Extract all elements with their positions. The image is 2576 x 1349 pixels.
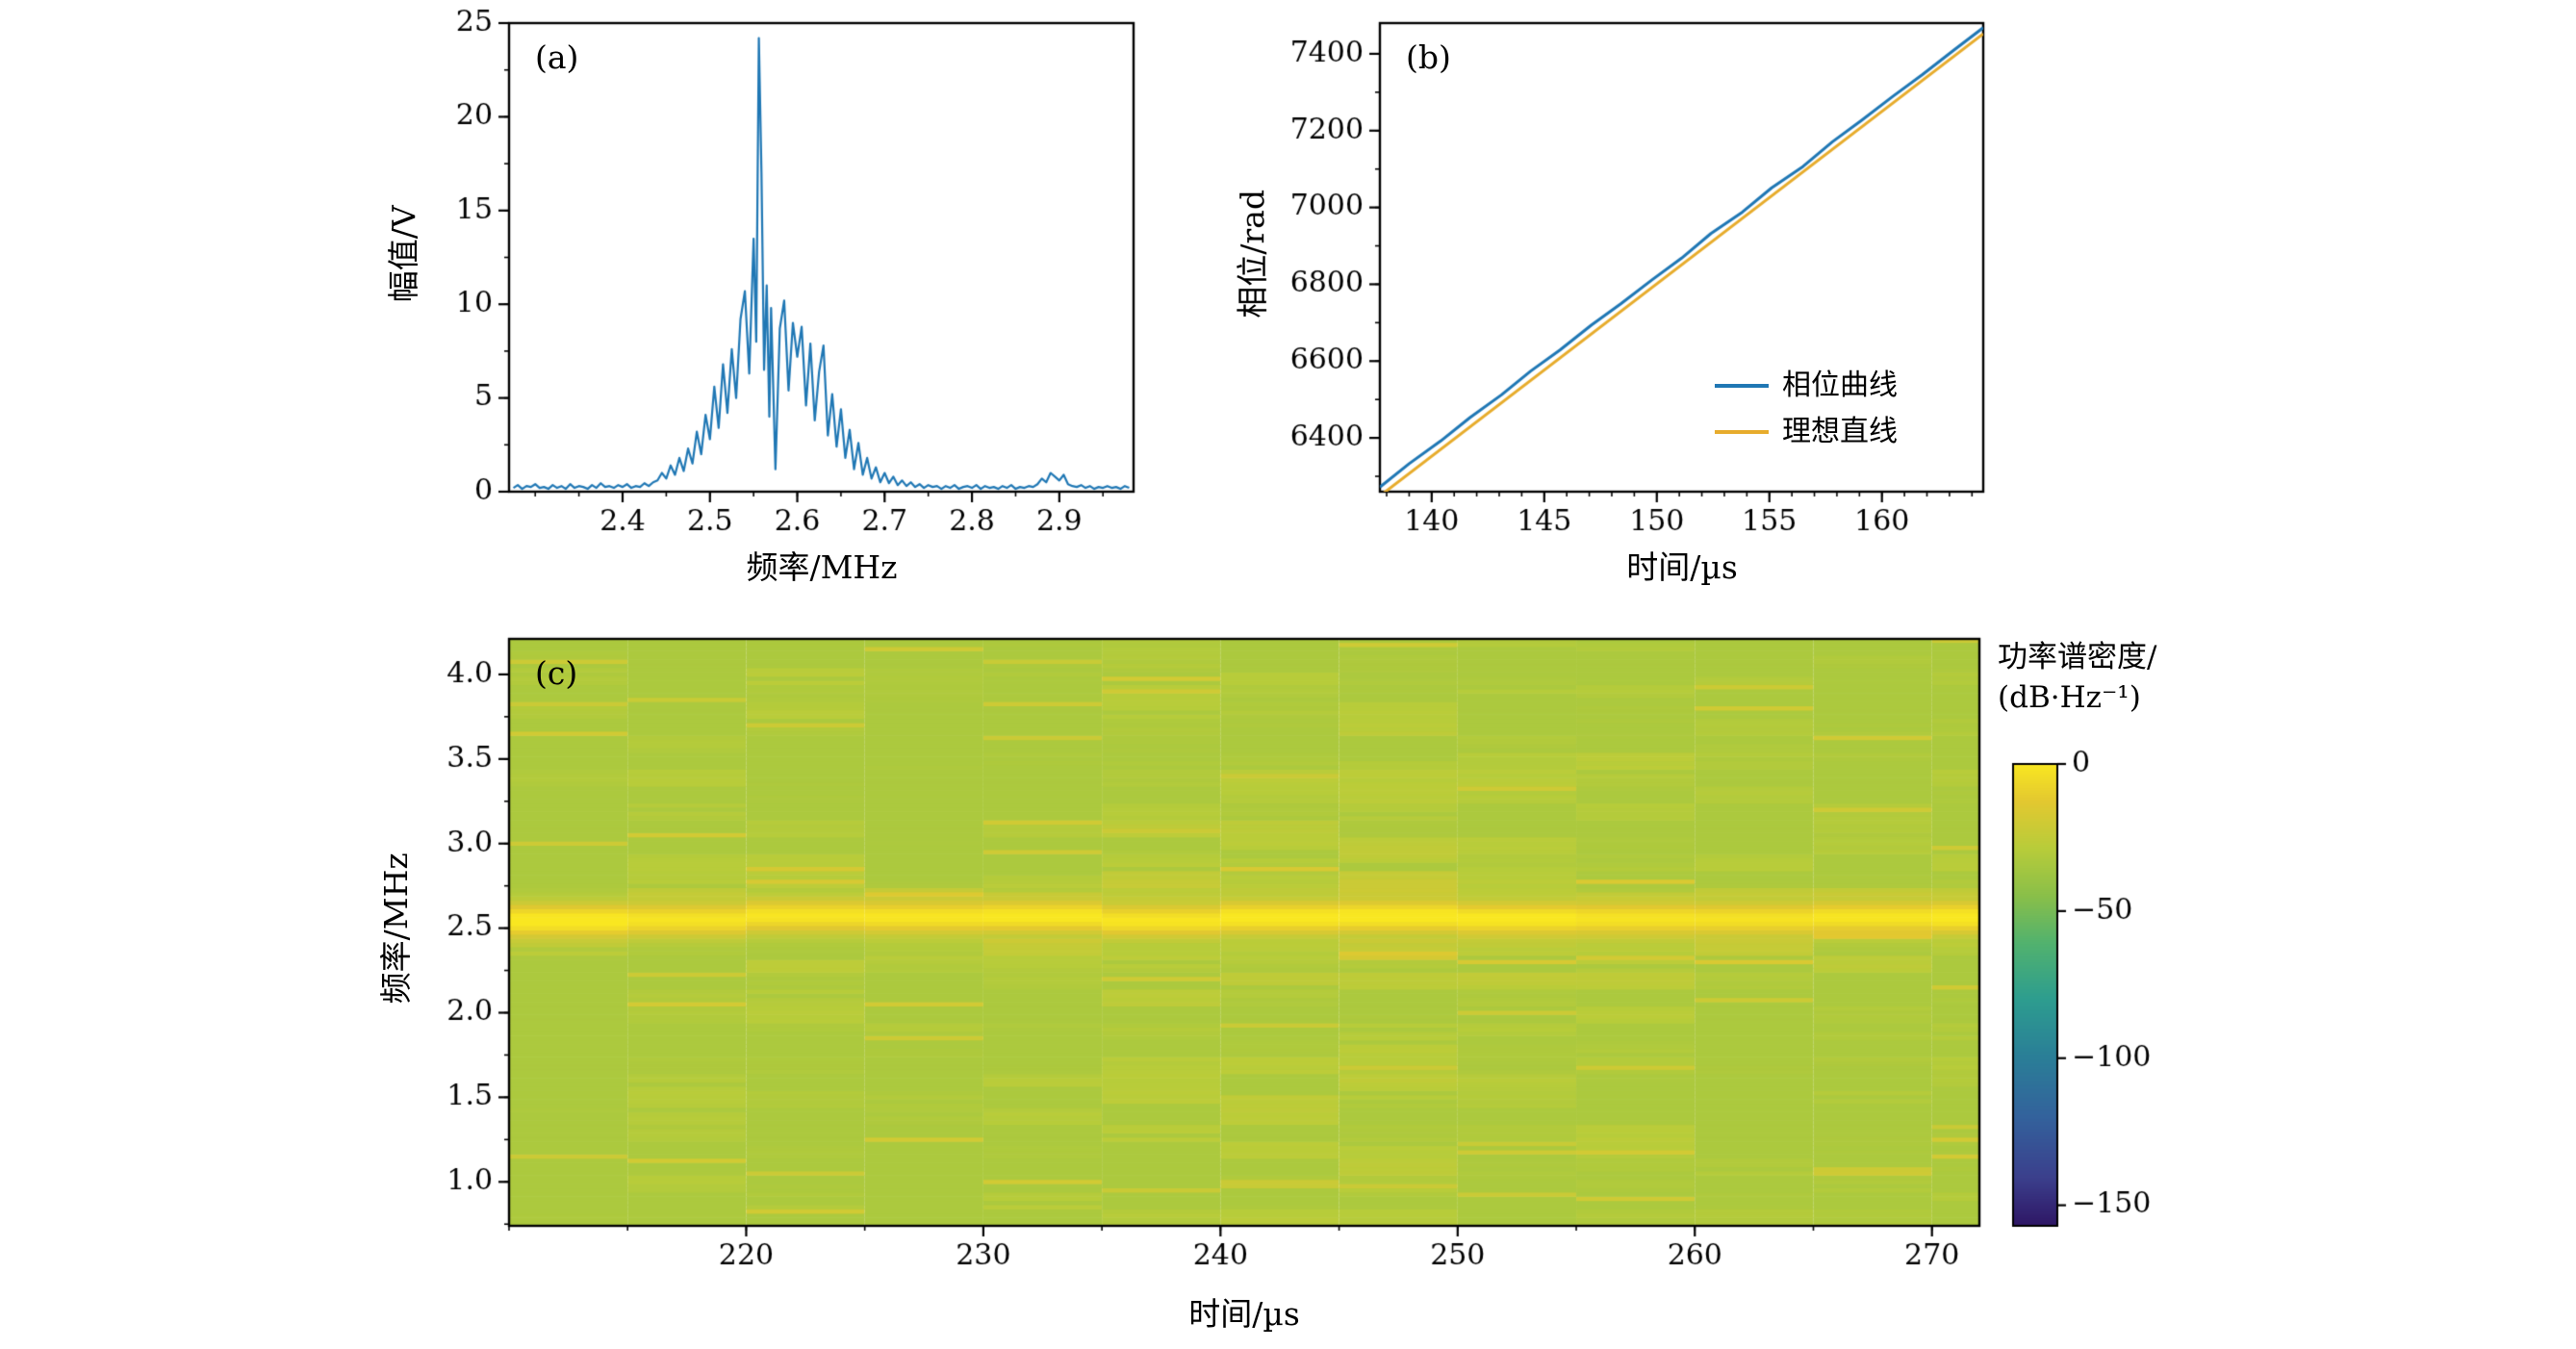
panel-c-label: (c) bbox=[535, 654, 578, 692]
plot-b-ylabel: 相位/rad bbox=[1234, 189, 1272, 318]
legend: 相位曲线 理想直线 bbox=[1715, 368, 1898, 450]
phase-line-swatch bbox=[1715, 384, 1769, 388]
legend-item-ideal: 理想直线 bbox=[1715, 414, 1898, 450]
legend-item-ideal-label: 理想直线 bbox=[1782, 415, 1898, 448]
panel-a-label: (a) bbox=[535, 38, 579, 76]
plot-b-xlabel: 时间/µs bbox=[1626, 548, 1738, 586]
legend-item-phase: 相位曲线 bbox=[1715, 368, 1898, 404]
colorbar-label-line1: 功率谱密度/ bbox=[1998, 640, 2157, 674]
plot-a-xlabel: 频率/MHz bbox=[746, 548, 898, 586]
panel-b-label: (b) bbox=[1406, 38, 1451, 76]
legend-item-phase-label: 相位曲线 bbox=[1782, 369, 1898, 402]
plot-c-ylabel: 频率/MHz bbox=[377, 853, 416, 1005]
plot-c-xlabel: 时间/µs bbox=[1188, 1295, 1300, 1333]
plot-a-ylabel: 幅值/V bbox=[385, 205, 423, 303]
ideal-line-swatch bbox=[1715, 430, 1769, 434]
colorbar-label: 功率谱密度/ (dB·Hz⁻¹) bbox=[1998, 637, 2156, 718]
colorbar-label-line2: (dB·Hz⁻¹) bbox=[1998, 680, 2141, 715]
